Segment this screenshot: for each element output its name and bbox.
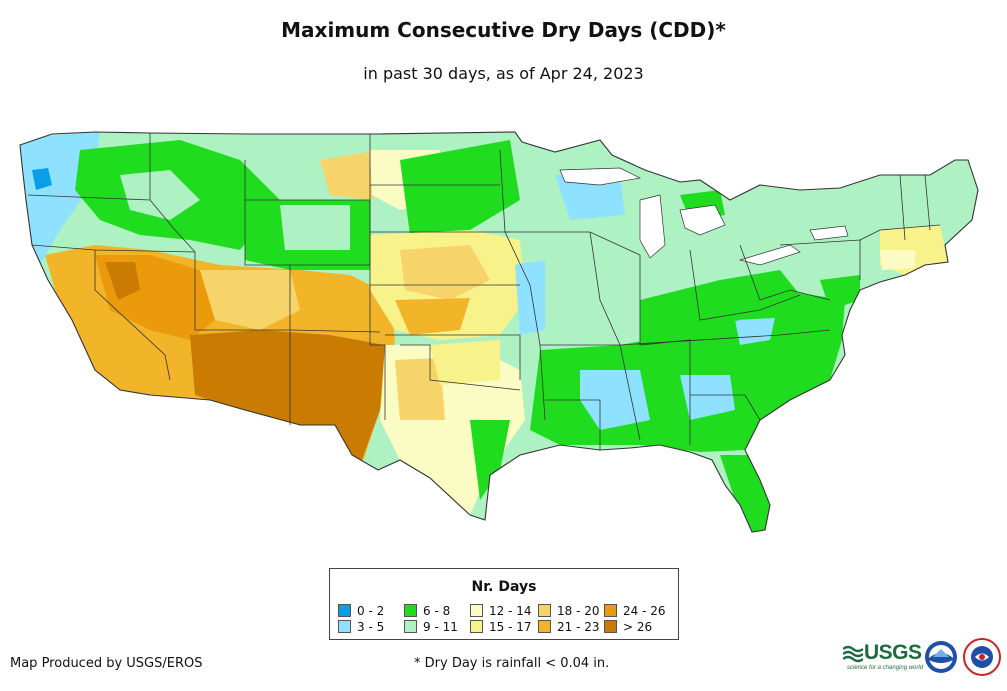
zone-6-8-mid-atlantic xyxy=(820,275,860,310)
legend-item: 24 - 26 xyxy=(604,604,666,618)
legend-swatch xyxy=(470,604,483,617)
state-boundaries xyxy=(19,131,979,533)
lake-ontario xyxy=(809,225,849,241)
legend-label: 15 - 17 xyxy=(489,620,532,634)
usgs-wordmark: USGS xyxy=(864,641,922,664)
legend-item: 12 - 14 xyxy=(470,604,532,618)
dry-day-footnote: * Dry Day is rainfall < 0.04 in. xyxy=(414,656,610,671)
noaa-logo-icon xyxy=(925,641,957,673)
legend: Nr. Days 0 - 2 3 - 5 6 - 8 9 - 11 12 - 1… xyxy=(329,568,679,640)
map-title: Maximum Consecutive Dry Days (CDD)* xyxy=(281,18,726,42)
legend-swatch xyxy=(338,620,351,633)
border-ga-fl xyxy=(690,394,761,421)
border-vt-nh xyxy=(899,174,906,241)
legend-item: 15 - 17 xyxy=(470,620,532,634)
legend-item: 21 - 23 xyxy=(538,620,600,634)
legend-swatch xyxy=(604,620,617,633)
lake-huron xyxy=(679,204,726,236)
zone-6-8-ohio-valley xyxy=(640,270,800,345)
legend-item: 0 - 2 xyxy=(338,604,384,618)
legend-item: 6 - 8 xyxy=(404,604,450,618)
legend-label: 3 - 5 xyxy=(357,620,385,634)
border-ok-tx xyxy=(400,344,521,391)
usgs-tagline: science for a changing world xyxy=(847,665,924,671)
border-tn-nc xyxy=(619,329,831,346)
zone-15-17-oklahoma xyxy=(430,340,500,385)
map-credit: Map Produced by USGS/EROS xyxy=(10,656,203,671)
lake-superior xyxy=(559,167,642,186)
zone-9-11-wyoming xyxy=(280,205,350,250)
legend-item: 3 - 5 xyxy=(338,620,384,634)
legend-title: Nr. Days xyxy=(471,579,537,595)
zone-0-2-puget xyxy=(32,168,52,190)
legend-swatch xyxy=(604,604,617,617)
usgs-wave-icon xyxy=(843,645,863,663)
border-mt-nd-co-nm xyxy=(369,134,386,420)
legend-label: 9 - 11 xyxy=(423,620,458,634)
border-new-england xyxy=(859,224,941,241)
zone-over-26-nv xyxy=(105,262,140,300)
usgs-logo: USGS science for a changing world xyxy=(843,641,923,671)
zone-3-5-tennessee xyxy=(735,318,775,345)
legend-item: 18 - 20 xyxy=(538,604,600,618)
lake-erie xyxy=(738,244,801,266)
zone-9-11-idaho xyxy=(120,170,200,220)
border-nh-me xyxy=(924,174,931,231)
legend-item: 9 - 11 xyxy=(404,620,458,634)
zone-18-20-nebraska xyxy=(400,245,490,300)
border-ca-nv xyxy=(94,250,171,381)
legend-label: 21 - 23 xyxy=(557,620,600,634)
zone-3-5-georgia xyxy=(680,375,735,420)
border-il-ms xyxy=(589,231,641,441)
cdd-map xyxy=(19,131,979,533)
zone-over-26-az-nm xyxy=(190,330,385,465)
cdd-layer xyxy=(20,132,978,532)
border-pa-wv-va xyxy=(739,244,831,301)
border-ks-ok xyxy=(385,334,521,380)
zone-18-20-west-texas xyxy=(395,358,445,420)
legend-swatch xyxy=(404,604,417,617)
legend-swatch xyxy=(404,620,417,633)
zone-21-23-kansas xyxy=(395,298,470,335)
nws-logo-icon xyxy=(963,638,1001,676)
map-subtitle: in past 30 days, as of Apr 24, 2023 xyxy=(363,64,644,83)
zone-6-8-texas-gulf xyxy=(470,420,510,500)
zone-6-8-florida xyxy=(720,455,770,532)
zone-3-5-mississippi xyxy=(580,370,650,430)
us-outline xyxy=(19,131,979,533)
legend-label: 18 - 20 xyxy=(557,604,600,618)
border-wa-or xyxy=(27,194,151,201)
zone-3-5-upper-midwest xyxy=(555,175,625,220)
legend-label: 0 - 2 xyxy=(357,604,385,618)
great-lakes xyxy=(559,167,849,266)
legend-swatch xyxy=(338,604,351,617)
zone-6-8-dakotas xyxy=(400,140,520,235)
zone-12-14-new-england xyxy=(880,250,915,270)
border-oh-ky xyxy=(689,249,801,321)
legend-label: 6 - 8 xyxy=(423,604,451,618)
legend-item: > 26 xyxy=(604,620,652,634)
zone-18-20-utah xyxy=(200,270,300,330)
legend-label: 12 - 14 xyxy=(489,604,532,618)
legend-label: 24 - 26 xyxy=(623,604,666,618)
zone-3-5-missouri-valley xyxy=(515,260,545,335)
legend-label: > 26 xyxy=(623,620,653,634)
border-idaho-nevada xyxy=(149,133,196,330)
border-ar-la-ms xyxy=(545,399,601,450)
legend-swatch xyxy=(538,620,551,633)
border-mn-ia-mo-ar xyxy=(499,149,546,421)
legend-swatch xyxy=(538,604,551,617)
lake-michigan xyxy=(639,194,666,259)
legend-swatch xyxy=(470,620,483,633)
